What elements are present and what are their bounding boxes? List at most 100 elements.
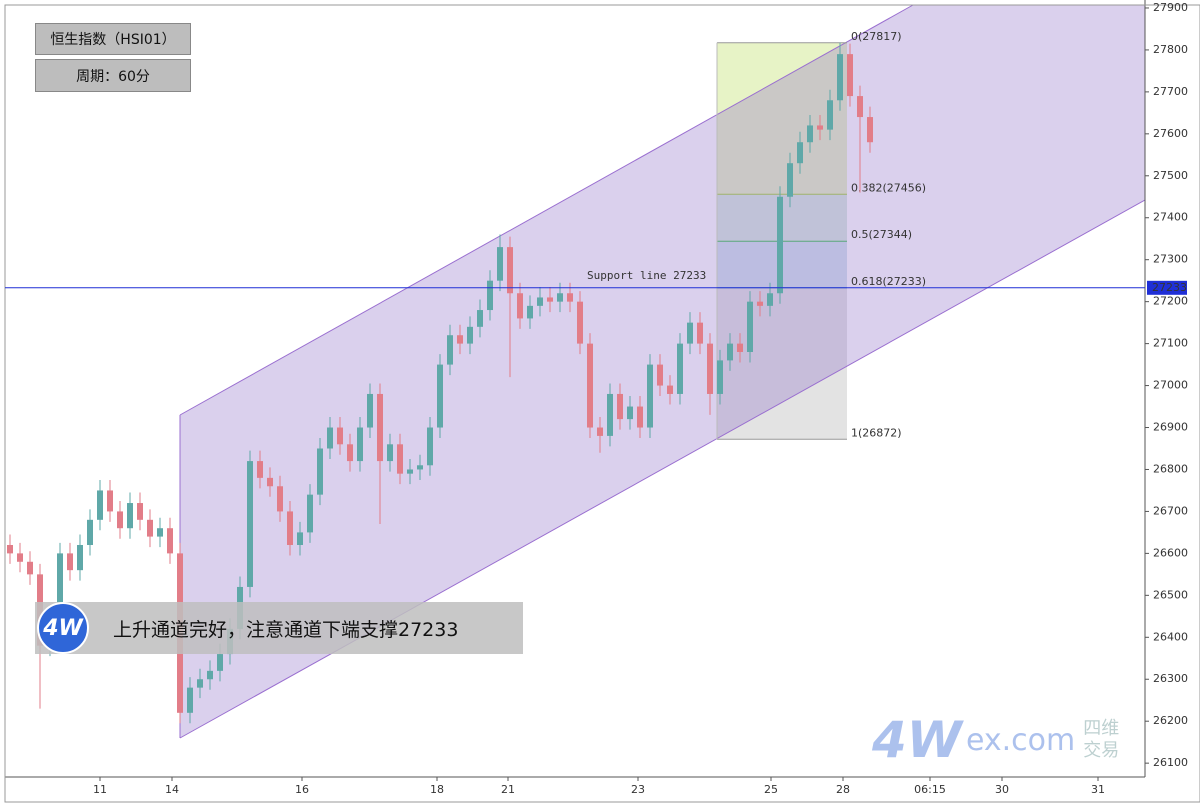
annotation-box: 4W 上升通道完好，注意通道下端支撑27233 xyxy=(35,602,523,654)
candle-body xyxy=(217,654,223,671)
candle-body xyxy=(597,427,603,436)
candle-body xyxy=(427,427,433,466)
candle-body xyxy=(587,343,593,428)
candle-body xyxy=(117,511,123,529)
period-box: 周期：60分 xyxy=(35,59,191,92)
candle-body xyxy=(347,444,353,462)
fib-label: 0.382(27456) xyxy=(851,181,926,194)
x-tick-label: 23 xyxy=(631,783,645,796)
y-tick-label: 26100 xyxy=(1153,756,1188,769)
candle-body xyxy=(77,544,83,571)
annotation: 上升通道完好，注意通道下端支撑27233 xyxy=(113,618,459,641)
y-tick-label: 27400 xyxy=(1153,211,1188,224)
candle-body xyxy=(517,293,523,319)
candle-body xyxy=(707,343,713,394)
y-tick-label: 26400 xyxy=(1153,630,1188,643)
candle-body xyxy=(847,54,853,97)
candle-body xyxy=(277,486,283,512)
watermark-cn2: 交易 xyxy=(1083,740,1120,761)
candle-body xyxy=(267,477,273,487)
candle-body xyxy=(17,553,23,562)
candle-body xyxy=(737,343,743,352)
candle-body xyxy=(167,528,173,554)
title: 恒生指数（HSI01） xyxy=(50,32,176,48)
title-box: 恒生指数（HSI01） xyxy=(35,23,191,55)
candle-body xyxy=(7,544,13,554)
x-tick-label: 14 xyxy=(165,783,179,796)
candle-body xyxy=(687,322,693,344)
candle-body xyxy=(697,322,703,344)
candle-body xyxy=(197,679,203,688)
candle-body xyxy=(717,360,723,394)
fib-zone xyxy=(717,287,847,440)
candle-body xyxy=(287,511,293,545)
candle-body xyxy=(667,385,673,394)
candle-body xyxy=(97,490,103,520)
candle-body xyxy=(327,427,333,449)
channel-upper xyxy=(179,4,914,416)
candle-body xyxy=(147,519,153,537)
candle-body xyxy=(747,301,753,352)
candle-body xyxy=(577,301,583,344)
candle-body xyxy=(207,670,213,680)
y-tick-label: 27200 xyxy=(1153,295,1188,308)
watermark-cn: 四维 交易 xyxy=(1083,718,1119,762)
candle-body xyxy=(257,461,263,478)
candle-body xyxy=(477,310,483,327)
x-tick-label: 18 xyxy=(430,783,444,796)
candle-body xyxy=(677,343,683,394)
candle-body xyxy=(777,196,783,294)
y-tick-label: 27900 xyxy=(1153,1,1188,14)
support-label: Support line 27233 xyxy=(587,269,706,282)
candle-body xyxy=(417,465,423,470)
candle-body xyxy=(637,406,643,428)
y-tick-label: 27700 xyxy=(1153,85,1188,98)
candle-body xyxy=(447,335,453,365)
candle-body xyxy=(307,494,313,533)
watermark: 4W ex.com 四维 交易 xyxy=(872,711,1142,769)
candle-body xyxy=(497,247,503,281)
x-tick-label: 16 xyxy=(295,783,309,796)
candle-body xyxy=(857,96,863,118)
candle-body xyxy=(87,519,93,545)
candle-body xyxy=(547,297,553,302)
candle-body xyxy=(127,503,133,529)
y-tick-label: 26500 xyxy=(1153,588,1188,601)
y-tick-label: 26200 xyxy=(1153,714,1188,727)
fib-zone xyxy=(717,42,847,195)
support-axis-label: 27233 xyxy=(1152,281,1187,294)
y-tick-label: 26300 xyxy=(1153,672,1188,685)
candle-body xyxy=(397,444,403,474)
frame xyxy=(4,4,1200,803)
candle-body xyxy=(657,364,663,386)
candle-body xyxy=(867,117,873,143)
candle-body xyxy=(827,100,833,130)
candle-body xyxy=(67,553,73,571)
subtitle: 周期：60分 xyxy=(76,68,150,85)
candle-body xyxy=(387,444,393,462)
x-tick-label: 06:15 xyxy=(914,783,946,796)
y-tick-label: 27000 xyxy=(1153,379,1188,392)
y-tick-label: 26900 xyxy=(1153,421,1188,434)
candle-body xyxy=(527,305,533,319)
y-tick-label: 27500 xyxy=(1153,169,1188,182)
candle-body xyxy=(457,335,463,344)
x-tick-label: 11 xyxy=(93,783,107,796)
candle-body xyxy=(767,293,773,306)
candle-body xyxy=(467,326,473,344)
candle-body xyxy=(57,553,63,629)
fib-label: 1(26872) xyxy=(851,426,902,439)
candle-body xyxy=(507,247,513,294)
x-tick-label: 28 xyxy=(836,783,850,796)
x-tick-label: 30 xyxy=(995,783,1009,796)
candle-body xyxy=(337,427,343,445)
candle-body xyxy=(437,364,443,428)
fib-label: 0.618(27233) xyxy=(851,275,926,288)
watermark-cn1: 四维 xyxy=(1083,718,1120,739)
candle-body xyxy=(357,427,363,462)
support-axis-box xyxy=(1147,280,1187,295)
candle-body xyxy=(317,448,323,495)
candle-body xyxy=(797,142,803,164)
y-tick-label: 27600 xyxy=(1153,127,1188,140)
